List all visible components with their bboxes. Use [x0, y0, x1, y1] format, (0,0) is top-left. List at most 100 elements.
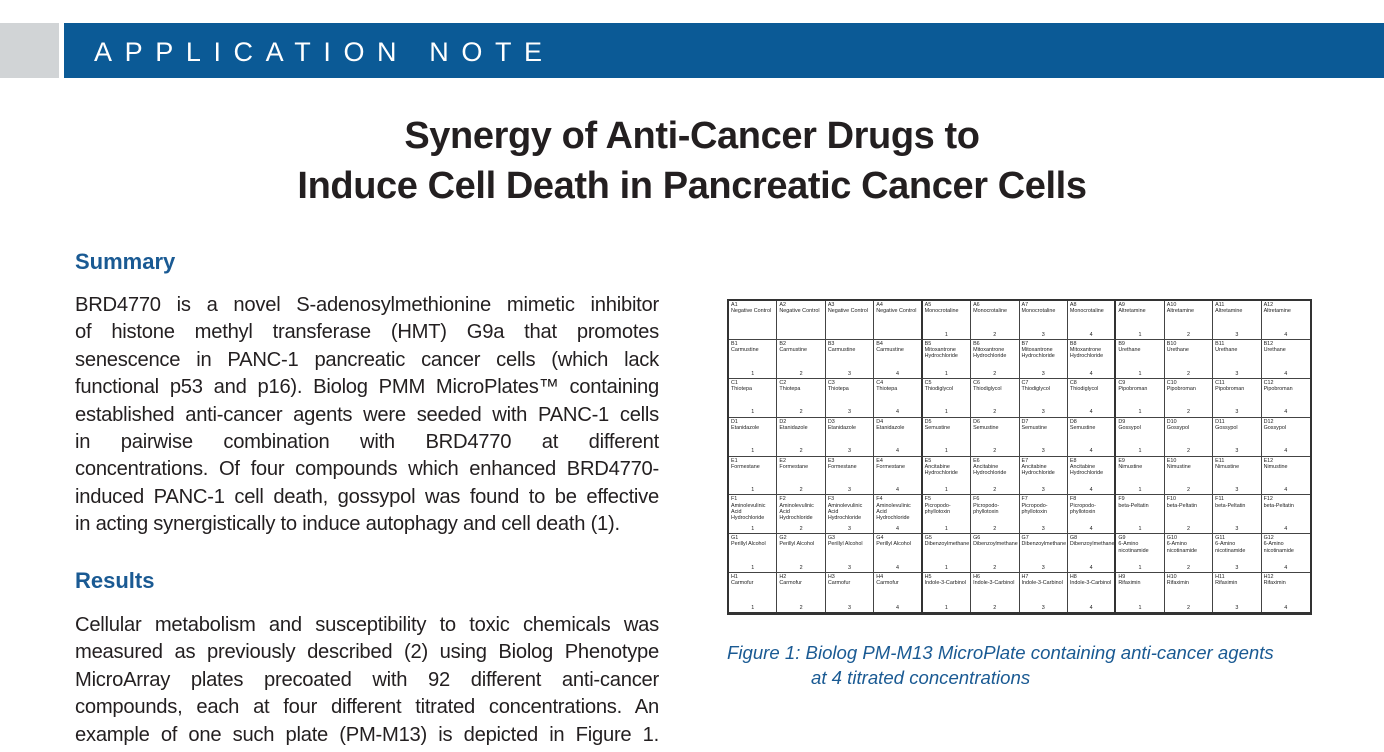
plate-well: B12 Urethane 4: [1261, 340, 1310, 379]
well-concentration: 4: [895, 370, 899, 377]
well-compound: Picropodo- phyllotoxin: [1069, 502, 1096, 515]
well-compound: Semustine: [1069, 424, 1096, 431]
well-id: C6: [973, 379, 980, 386]
well-concentration: 4: [1089, 409, 1093, 416]
well-id: D8: [1069, 418, 1077, 425]
well-concentration: 1: [751, 604, 755, 611]
well-compound: Mitoxantrone Hydrochloride: [924, 347, 958, 360]
figure-caption: Figure 1: Biolog PM-M13 MicroPlate conta…: [727, 640, 1327, 690]
summary-line: established anti-cancer agents were seed…: [75, 403, 659, 426]
plate-well: B2 Carmustine 2: [777, 339, 826, 379]
plate-well: C9 Pipobroman 1: [1116, 378, 1165, 418]
well-concentration: 3: [848, 604, 852, 611]
well-concentration: 4: [1089, 448, 1093, 455]
plate-well: A9 Altretamine 1: [1116, 301, 1165, 340]
well-compound: Picropodo- phyllotoxin: [1021, 502, 1048, 515]
well-id: H9: [1118, 574, 1126, 581]
well-concentration: 2: [799, 370, 803, 377]
well-id: C12: [1263, 379, 1274, 386]
header-label: APPLICATION NOTE: [94, 37, 555, 67]
plate-well: G10 6-Amino nicotinamide 2: [1164, 534, 1214, 574]
plate-well: D12 Gossypol 4: [1261, 418, 1310, 457]
well-compound: Ancitabine Hydrochloride: [973, 463, 1007, 476]
well-compound: Negative Control: [827, 308, 868, 315]
well-compound: Carmofur: [779, 580, 802, 587]
well-id: B4: [876, 340, 883, 347]
plate-well: E4 Formestane 4: [874, 456, 923, 496]
well-compound: Perillyl Alcohol: [731, 541, 766, 548]
well-compound: 6-Amino nicotinamide: [1166, 541, 1198, 554]
plate-well: E12 Nimustine 4: [1261, 457, 1310, 496]
well-id: B10: [1166, 340, 1177, 347]
well-concentration: 3: [1235, 564, 1239, 571]
well-id: F9: [1118, 496, 1125, 503]
well-concentration: 3: [1041, 564, 1045, 571]
plate-well: F1 Aminolevulinic Acid Hydrochloride 1: [729, 495, 778, 535]
well-id: H10: [1166, 574, 1177, 581]
plate-well: G3 Perillyl Alcohol 3: [825, 534, 875, 574]
plate-well: G4 Perillyl Alcohol 4: [874, 534, 923, 574]
well-id: A5: [924, 302, 932, 308]
well-concentration: 1: [1138, 370, 1142, 377]
well-concentration: 3: [1041, 487, 1045, 494]
well-compound: Gossypol: [1263, 424, 1287, 431]
plate-well: G1 Perillyl Alcohol 1: [729, 534, 778, 574]
well-concentration: 2: [799, 487, 803, 494]
well-id: A8: [1069, 302, 1077, 308]
plate-well: D10 Gossypol 2: [1164, 417, 1214, 457]
well-id: A9: [1118, 302, 1125, 308]
well-id: F10: [1166, 496, 1177, 503]
well-id: A1: [731, 302, 738, 308]
plate-well: F2 Aminolevulinic Acid Hydrochloride 2: [777, 495, 826, 535]
well-compound: Dibenzoylmethane: [1069, 541, 1115, 548]
well-compound: Thiotepa: [876, 385, 898, 392]
plate-well: G11 6-Amino nicotinamide 3: [1213, 534, 1262, 574]
well-id: D9: [1118, 418, 1126, 425]
well-id: G1: [731, 535, 739, 542]
well-id: G10: [1166, 535, 1177, 542]
well-id: D4: [876, 418, 884, 425]
well-compound: Altretamine: [1263, 308, 1291, 315]
well-concentration: 2: [799, 448, 803, 455]
well-compound: Aminolevulinic Acid Hydrochloride: [731, 502, 766, 521]
well-concentration: 3: [1235, 370, 1239, 377]
well-id: C2: [779, 379, 787, 386]
well-id: D2: [779, 418, 787, 425]
results-paragraph: Cellular metabolism and susceptibility t…: [75, 612, 659, 749]
plate-well: E7 Ancitabine Hydrochloride 3: [1019, 456, 1068, 496]
well-concentration: 1: [1138, 604, 1142, 611]
well-concentration: 1: [1138, 526, 1142, 533]
well-compound: Carmustine: [827, 347, 856, 354]
results-line: example of one such plate (PM-M13) is de…: [75, 723, 659, 746]
well-id: F1: [731, 496, 738, 503]
well-concentration: 4: [1284, 370, 1288, 377]
plate-well: A4 Negative Control: [874, 301, 923, 340]
well-compound: Perillyl Alcohol: [779, 541, 815, 548]
well-compound: Rifaximin: [1118, 580, 1141, 587]
plate-well: B6 Mitoxantrone Hydrochloride 2: [971, 339, 1020, 379]
plate-well: D6 Semustine 2: [971, 417, 1020, 457]
well-concentration: 3: [848, 487, 852, 494]
well-id: E4: [876, 457, 883, 464]
plate-well: B11 Urethane 3: [1213, 339, 1262, 379]
plate-well: A1 Negative Control: [729, 301, 778, 340]
well-concentration: 1: [751, 448, 755, 455]
well-concentration: 1: [1138, 331, 1142, 338]
well-id: C3: [827, 379, 835, 386]
well-concentration: 4: [1089, 370, 1093, 377]
well-compound: Altretamine: [1166, 308, 1195, 315]
plate-well: H10 Rifaximin 2: [1165, 573, 1214, 612]
well-id: E5: [924, 457, 932, 464]
well-concentration: 2: [993, 409, 997, 416]
plate-well: C6 Thiodiglycol 2: [971, 378, 1020, 418]
well-compound: Indole-3-Carbinol: [924, 580, 967, 587]
plate-well: F12 beta-Peltatin 4: [1261, 495, 1310, 535]
well-compound: Aminolevulinic Acid Hydrochloride: [827, 502, 863, 521]
well-concentration: 3: [848, 448, 852, 455]
plate-well: F3 Aminolevulinic Acid Hydrochloride 3: [825, 495, 875, 535]
well-id: F12: [1263, 496, 1273, 503]
well-concentration: 1: [944, 331, 948, 338]
plate-well: D7 Semustine 3: [1019, 417, 1068, 457]
plate-well: H12 Rifaximin 4: [1262, 573, 1310, 612]
